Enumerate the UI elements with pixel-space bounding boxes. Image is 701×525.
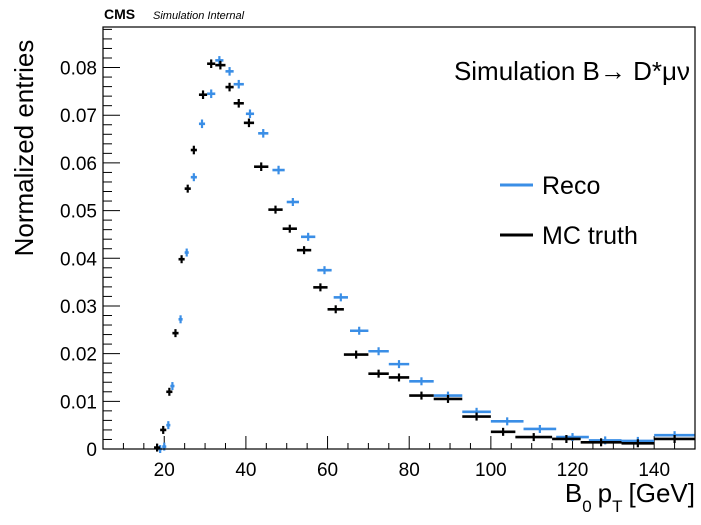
plot-frame [102,26,696,450]
x-tick-label: 80 [399,460,420,481]
legend-label-reco: Reco [542,172,600,200]
experiment-label: CMS [104,6,135,22]
x-tick-label: 20 [154,460,175,481]
legend: Reco MC truth [500,172,638,250]
y-tick-label: 0.04 [60,249,97,270]
x-tick-label: 40 [235,460,256,481]
y-tick-label: 0.07 [60,106,97,127]
x-axis-title-subT: T [612,497,622,516]
x-axis-title-unit: [GeV] [629,478,695,508]
legend-label-mc-truth: MC truth [542,222,638,250]
x-tick-label: 60 [317,460,338,481]
x-axis-title-p: p [598,478,612,508]
series-reco [158,56,695,453]
status-label: Simulation Internal [153,10,245,22]
chart-header: CMS Simulation Internal [104,6,245,22]
y-tick-label: 0.08 [60,59,97,80]
y-tick-label: 0.02 [60,345,97,366]
y-ticks: 0 0.01 0.02 0.03 0.04 0.05 0.06 0.07 0.08 [60,28,120,461]
y-axis-title: Normalized entries [9,40,39,257]
y-tick-label: 0.05 [60,202,97,223]
series-layer [154,56,695,453]
y-tick-label: 0 [86,440,97,461]
process-annotation: Simulation B→ D*μν [454,56,690,86]
y-tick-label: 0.03 [60,297,97,318]
x-axis-title-sub0: 0 [582,497,591,516]
x-tick-label: 100 [475,460,507,481]
x-tick-label: 140 [638,460,670,481]
series-mc-truth [154,59,695,452]
x-tick-label: 120 [557,460,589,481]
y-tick-label: 0.01 [60,392,97,413]
x-ticks: 20 40 60 80 100 120 140 [122,436,696,481]
y-tick-label: 0.06 [60,154,97,175]
